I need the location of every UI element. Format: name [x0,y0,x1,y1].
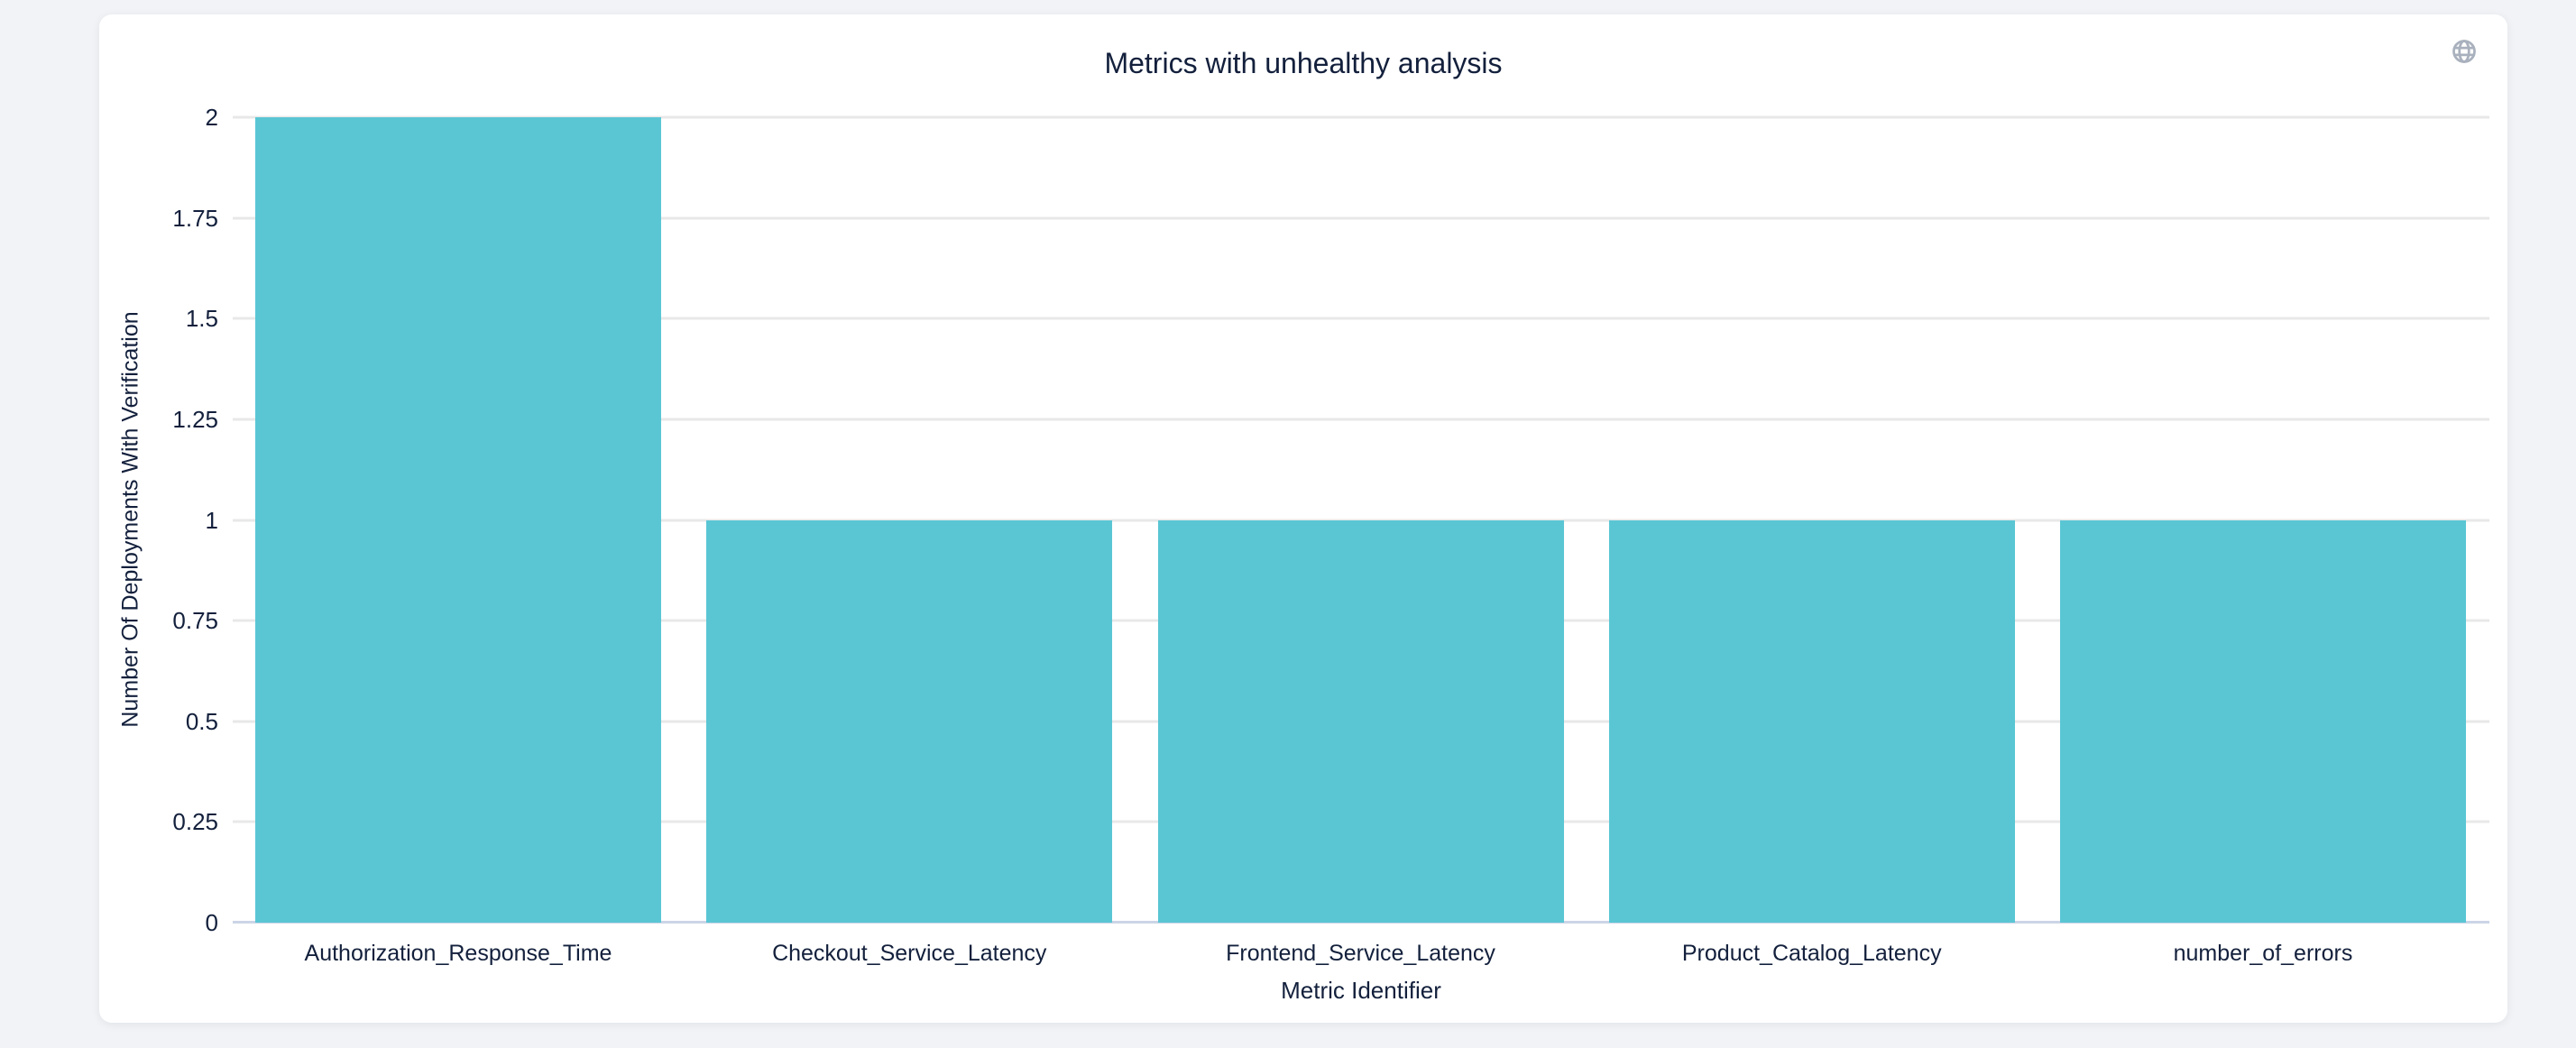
y-tick-label: 0 [205,909,218,936]
y-tick-label: 0.75 [172,607,218,635]
gridline [233,115,2489,119]
bar-series [255,117,2466,923]
bar[interactable] [1157,519,1564,923]
bar[interactable] [1608,519,2015,923]
chart-title: Metrics with unhealthy analysis [1104,47,1503,79]
chart-card: Metrics with unhealthy analysis Number O… [99,14,2507,1023]
y-tick-label: 1 [205,506,218,534]
y-tick-label: 1.75 [172,204,218,232]
x-tick-label: number_of_errors [2173,941,2353,966]
globe-icon[interactable] [2451,38,2478,65]
bar[interactable] [2060,519,2466,923]
y-tick-label: 2 [205,104,218,131]
x-tick-label: Product_Catalog_Latency [1681,941,1942,966]
x-axis-title: Metric Identifier [1281,977,1441,1004]
y-tick-label: 0.5 [185,707,218,735]
x-tick-label: Authorization_Response_Time [304,941,612,966]
gridline [233,216,2489,220]
y-tick-label: 1.5 [185,305,218,333]
bar[interactable] [706,519,1113,923]
y-tick-label: 1.25 [172,405,218,433]
bar[interactable] [255,117,661,923]
y-axis-tick-labels: 0 0.25 0.5 0.75 1 1.25 1.5 1.75 2 [99,104,218,936]
x-axis-tick-labels: Authorization_Response_Time Checkout_Serv… [255,939,2466,971]
gridline [233,418,2489,421]
x-tick-label: Checkout_Service_Latency [772,941,1047,966]
y-tick-label: 0.25 [172,808,218,836]
gridline [233,317,2489,320]
x-tick-label: Frontend_Service_Latency [1226,941,1495,966]
